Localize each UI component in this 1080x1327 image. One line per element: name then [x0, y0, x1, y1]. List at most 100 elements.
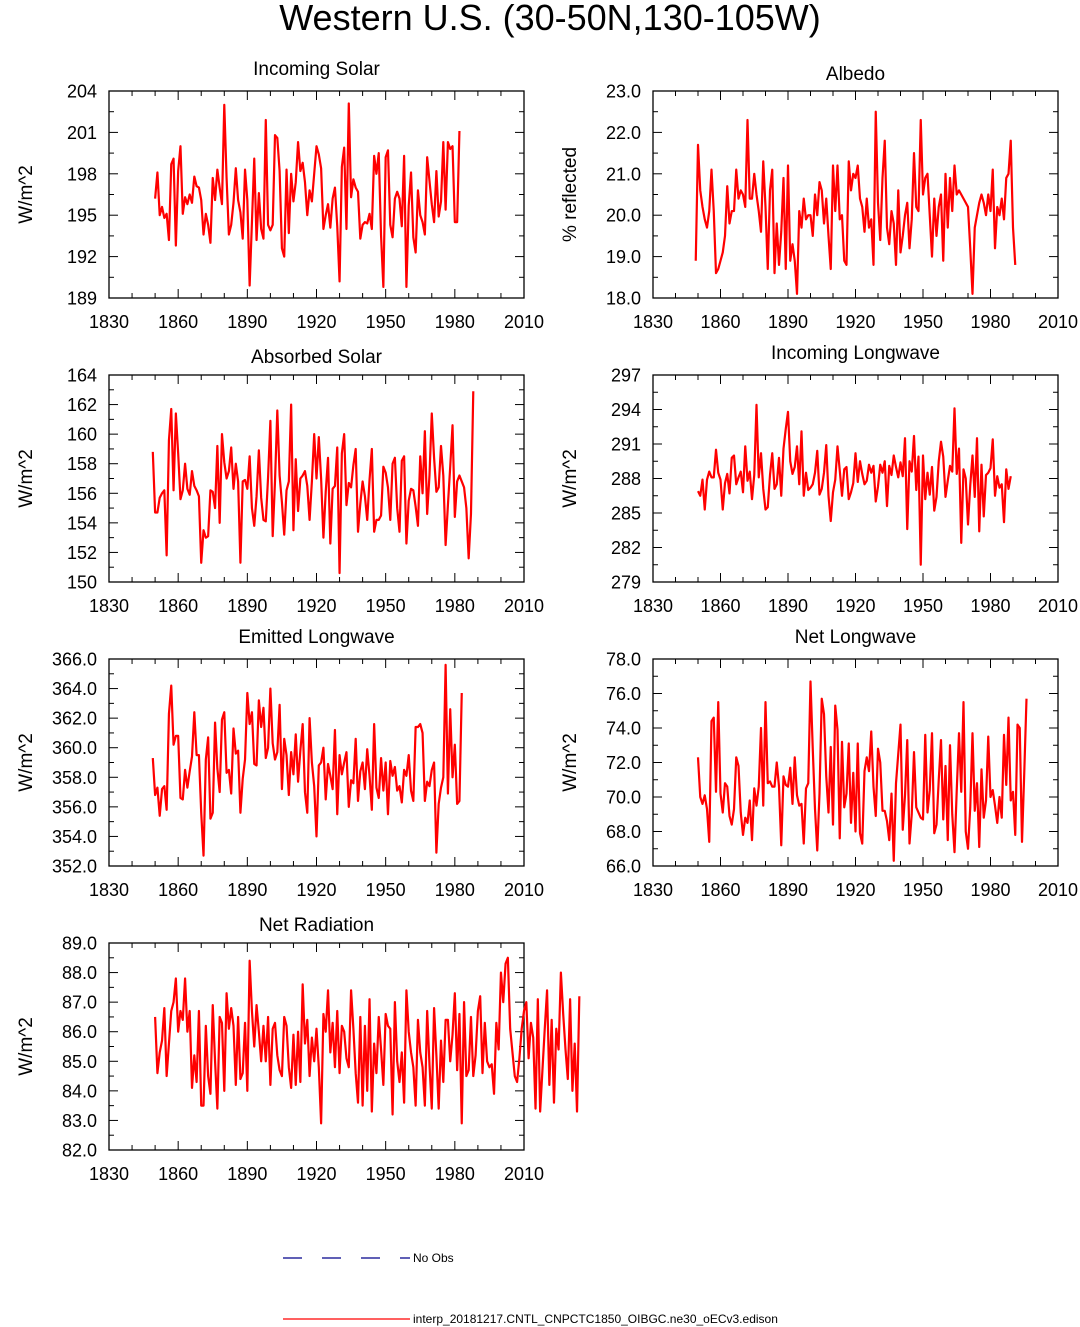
- y-axis-label: W/m^2: [560, 449, 581, 508]
- series-line: [151, 663, 463, 857]
- y-tick-label: 20.0: [606, 206, 641, 226]
- x-tick-label: 2010: [1038, 880, 1078, 900]
- x-tick-label: 1920: [296, 312, 336, 332]
- y-tick-label: 360.0: [52, 738, 97, 758]
- y-tick-label: 87.0: [62, 993, 97, 1013]
- x-tick-label: 2010: [504, 880, 544, 900]
- y-tick-label: 201: [67, 123, 97, 143]
- x-tick-label: 1980: [435, 880, 475, 900]
- plot-frame: [652, 658, 1059, 867]
- y-tick-label: 195: [67, 206, 97, 226]
- x-tick-label: 1890: [227, 1164, 267, 1184]
- panel-net-radiation: Net Radiation W/m^2 1830 1860 1890 1920 1950 19…: [16, 915, 581, 1184]
- panel-incoming-longwave: Incoming Longwave W/m^2 1830 1860 1890 1920 19…: [560, 343, 1078, 616]
- x-tick-label: 1920: [296, 596, 336, 616]
- x-tick-label: 1830: [89, 312, 129, 332]
- x-tick-label: 1890: [227, 312, 267, 332]
- x-tick-label: 1860: [158, 312, 198, 332]
- y-tick-label: 21.0: [606, 164, 641, 184]
- y-tick-label: 189: [67, 289, 97, 309]
- figure-title: Western U.S. (30-50N,130-105W): [279, 0, 821, 38]
- y-axis-label: W/m^2: [16, 733, 37, 792]
- y-tick-label: 198: [67, 164, 97, 184]
- y-tick-label: 366.0: [52, 650, 97, 670]
- series-line: [696, 680, 1028, 862]
- panel-net-longwave: Net Longwave W/m^2 1830 1860 1890 1920 1950 198…: [560, 627, 1078, 900]
- x-tick-label: 1830: [633, 596, 673, 616]
- x-tick-label: 1950: [903, 312, 943, 332]
- panel-incoming-solar: Incoming Solar W/m^2 1830 1860 1890 1920 1950 1…: [16, 59, 544, 332]
- panel-albedo: Albedo % reflected 1830 1860 1890 1920 1950 198…: [560, 64, 1078, 332]
- y-tick-label: 86.0: [62, 1022, 97, 1042]
- series-line: [154, 956, 581, 1125]
- x-tick-label: 1830: [89, 1164, 129, 1184]
- panel-title: Incoming Longwave: [771, 343, 940, 364]
- y-tick-label: 23.0: [606, 82, 641, 102]
- x-tick-label: 1830: [89, 880, 129, 900]
- series-line: [694, 110, 1017, 295]
- x-tick-label: 1920: [296, 880, 336, 900]
- y-tick-label: 354.0: [52, 827, 97, 847]
- x-tick-label: 1950: [366, 1164, 406, 1184]
- y-tick-label: 358.0: [52, 768, 97, 788]
- x-tick-label: 2010: [504, 1164, 544, 1184]
- series-line: [154, 102, 461, 289]
- x-tick-label: 1950: [366, 880, 406, 900]
- y-tick-label: 72.0: [606, 753, 641, 773]
- y-tick-label: 152: [67, 543, 97, 563]
- y-axis-label: W/m^2: [560, 733, 581, 792]
- y-tick-label: 19.0: [606, 247, 641, 267]
- x-tick-label: 1920: [835, 312, 875, 332]
- y-tick-label: 85.0: [62, 1052, 97, 1072]
- x-tick-label: 1950: [903, 880, 943, 900]
- x-tick-label: 1950: [366, 596, 406, 616]
- x-tick-label: 1890: [227, 596, 267, 616]
- x-tick-label: 1920: [835, 596, 875, 616]
- x-tick-label: 1860: [158, 596, 198, 616]
- y-tick-label: 89.0: [62, 934, 97, 954]
- series-line: [697, 403, 1012, 566]
- x-tick-label: 1860: [700, 312, 740, 332]
- y-tick-label: 285: [611, 504, 641, 524]
- y-axis-label: % reflected: [560, 147, 581, 242]
- panel-emitted-longwave: Emitted Longwave W/m^2 1830 1860 1890 1920 195…: [16, 627, 544, 900]
- x-tick-label: 1860: [700, 596, 740, 616]
- y-tick-label: 297: [611, 366, 641, 386]
- legend-obs-label: No Obs: [413, 1251, 454, 1265]
- x-tick-label: 2010: [1038, 312, 1078, 332]
- x-tick-label: 2010: [504, 312, 544, 332]
- x-tick-label: 1980: [970, 880, 1010, 900]
- y-tick-label: 192: [67, 247, 97, 267]
- x-tick-label: 1980: [970, 312, 1010, 332]
- legend-model-label: interp_20181217.CNTL_CNPCTC1850_OIBGC.ne…: [413, 1312, 778, 1326]
- x-tick-label: 1890: [768, 596, 808, 616]
- y-tick-label: 356.0: [52, 797, 97, 817]
- panel-absorbed-solar: Absorbed Solar W/m^2 1830 1860 1890 1920 1950 1…: [16, 347, 544, 616]
- x-tick-label: 1980: [970, 596, 1010, 616]
- y-tick-label: 74.0: [606, 719, 641, 739]
- panel-title: Albedo: [826, 64, 885, 85]
- y-tick-label: 18.0: [606, 289, 641, 309]
- y-tick-label: 22.0: [606, 123, 641, 143]
- y-tick-label: 288: [611, 469, 641, 489]
- panel-title: Absorbed Solar: [251, 347, 383, 368]
- x-tick-label: 2010: [1038, 596, 1078, 616]
- x-tick-label: 1950: [366, 312, 406, 332]
- y-tick-label: 154: [67, 513, 97, 533]
- x-tick-label: 1980: [435, 1164, 475, 1184]
- y-tick-label: 362.0: [52, 709, 97, 729]
- y-tick-label: 76.0: [606, 684, 641, 704]
- y-tick-label: 83.0: [62, 1111, 97, 1131]
- y-axis-label: W/m^2: [16, 1017, 37, 1076]
- y-tick-label: 66.0: [606, 857, 641, 877]
- x-tick-label: 1860: [158, 1164, 198, 1184]
- x-tick-label: 1890: [227, 880, 267, 900]
- x-tick-label: 1920: [835, 880, 875, 900]
- x-tick-label: 1830: [89, 596, 129, 616]
- y-tick-label: 282: [611, 538, 641, 558]
- legend: No Obs interp_20181217.CNTL_CNPCTC1850_O…: [283, 1251, 778, 1326]
- panel-title: Incoming Solar: [253, 59, 380, 80]
- x-tick-label: 1980: [435, 312, 475, 332]
- y-tick-label: 204: [67, 82, 97, 102]
